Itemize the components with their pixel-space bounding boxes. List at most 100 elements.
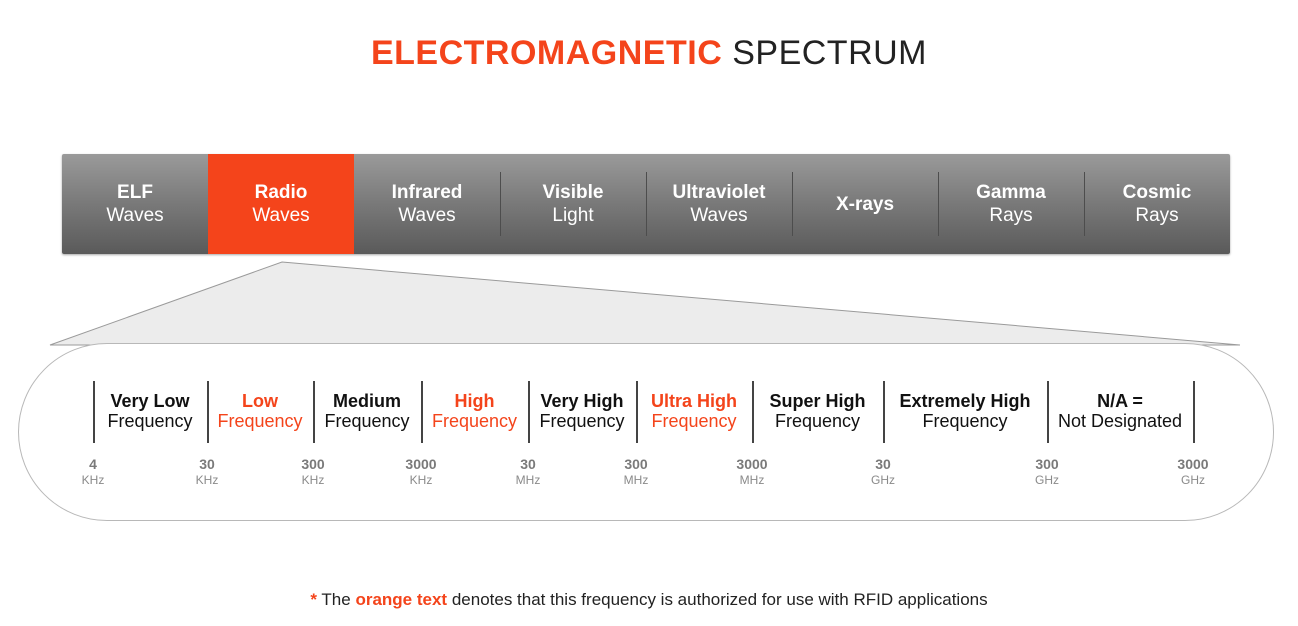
frequency-value: 30 GHz xyxy=(853,456,913,488)
spectrum-segment: ELF Waves xyxy=(62,154,208,254)
frequency-unit: MHz xyxy=(623,473,649,487)
segment-divider xyxy=(646,172,647,236)
frequency-value: 3000 KHz xyxy=(391,456,451,488)
scale-tick xyxy=(313,381,315,443)
band-subname: Frequency xyxy=(324,411,410,431)
segment-name: Visible xyxy=(542,182,604,203)
scale-tick xyxy=(1047,381,1049,443)
frequency-value: 3000 MHz xyxy=(722,456,782,488)
spectrum-segment: Ultraviolet Waves xyxy=(646,154,792,254)
spectrum-segment: X-rays xyxy=(792,154,938,254)
segment-divider xyxy=(1084,172,1085,236)
frequency-number: 3000 xyxy=(736,456,768,472)
scale-tick xyxy=(636,381,638,443)
frequency-value: 300 MHz xyxy=(606,456,666,488)
frequency-unit: MHz xyxy=(515,473,541,487)
segment-subname: Waves xyxy=(690,205,748,226)
band-name: Ultra High xyxy=(650,391,737,411)
scale-tick xyxy=(528,381,530,443)
band-subname: Not Designated xyxy=(1057,411,1183,431)
band-name: Very High xyxy=(540,391,624,411)
band-subname: Frequency xyxy=(922,411,1008,431)
band-name: Medium xyxy=(332,391,401,411)
segment-name: Ultraviolet xyxy=(672,182,766,203)
band-name: Very Low xyxy=(110,391,190,411)
frequency-unit: MHz xyxy=(739,473,765,487)
frequency-unit: KHz xyxy=(195,473,219,487)
band-subname: Frequency xyxy=(539,411,625,431)
frequency-value: 4 KHz xyxy=(63,456,123,488)
frequency-number: 4 xyxy=(89,456,97,472)
frequency-unit: KHz xyxy=(409,473,433,487)
spectrum-bar: ELF Waves Radio Waves Infrared Waves Visible Li… xyxy=(62,154,1230,254)
footnote: * The orange text denotes that this freq… xyxy=(0,590,1298,610)
footnote-before: The xyxy=(321,590,351,609)
frequency-band: Extremely High Frequency xyxy=(883,391,1047,431)
scale-tick xyxy=(207,381,209,443)
radio-detail-capsule xyxy=(18,343,1274,521)
frequency-number: 300 xyxy=(301,456,325,472)
spectrum-segment: Visible Light xyxy=(500,154,646,254)
segment-subname: Waves xyxy=(252,205,310,226)
frequency-value: 30 MHz xyxy=(498,456,558,488)
segment-divider xyxy=(792,172,793,236)
frequency-value: 3000 GHz xyxy=(1163,456,1223,488)
frequency-number: 300 xyxy=(624,456,648,472)
footnote-highlight: orange text xyxy=(355,590,448,609)
frequency-unit: KHz xyxy=(81,473,105,487)
segment-name: Infrared xyxy=(391,182,463,203)
segment-subname: Waves xyxy=(106,205,164,226)
frequency-unit: GHz xyxy=(1035,473,1059,487)
band-subname: Frequency xyxy=(651,411,737,431)
band-name: Extremely High xyxy=(899,391,1031,411)
frequency-number: 3000 xyxy=(1177,456,1209,472)
band-name: Super High xyxy=(769,391,866,411)
segment-name: Cosmic xyxy=(1122,182,1192,203)
segment-subname: Rays xyxy=(1135,205,1179,226)
band-subname: Frequency xyxy=(774,411,861,431)
segment-name: ELF xyxy=(117,182,153,203)
frequency-band: Super High Frequency xyxy=(752,391,883,431)
asterisk: * xyxy=(310,590,317,609)
frequency-number: 300 xyxy=(1035,456,1059,472)
band-subname: Frequency xyxy=(107,411,193,431)
frequency-value: 300 GHz xyxy=(1017,456,1077,488)
frequency-unit: GHz xyxy=(871,473,895,487)
band-name: Low xyxy=(242,391,278,411)
frequency-value: 300 KHz xyxy=(283,456,343,488)
frequency-number: 30 xyxy=(875,456,891,472)
frequency-unit: GHz xyxy=(1181,473,1205,487)
spectrum-segment: Infrared Waves xyxy=(354,154,500,254)
spectrum-segment: Radio Waves xyxy=(208,154,354,254)
scale-tick xyxy=(883,381,885,443)
scale-tick xyxy=(421,381,423,443)
frequency-number: 30 xyxy=(199,456,215,472)
scale-tick xyxy=(1193,381,1195,443)
segment-name: Radio xyxy=(254,182,308,203)
title-rest: SPECTRUM xyxy=(732,34,928,72)
frequency-value: 30 KHz xyxy=(177,456,237,488)
segment-subname: Waves xyxy=(398,205,456,226)
frequency-band: Low Frequency xyxy=(207,391,313,431)
page-title: ELECTROMAGNETIC SPECTRUM xyxy=(0,34,1298,73)
frequency-band: Very Low Frequency xyxy=(93,391,207,431)
spectrum-segment: Gamma Rays xyxy=(938,154,1084,254)
segment-name: Gamma xyxy=(976,182,1046,203)
footnote-after: denotes that this frequency is authorize… xyxy=(451,590,988,609)
segment-subname: Rays xyxy=(989,205,1033,226)
frequency-band: Very High Frequency xyxy=(528,391,636,431)
frequency-band: High Frequency xyxy=(421,391,528,431)
segment-subname: Light xyxy=(552,205,594,226)
frequency-unit: KHz xyxy=(301,473,325,487)
frequency-band: Ultra High Frequency xyxy=(636,391,752,431)
frequency-band: Medium Frequency xyxy=(313,391,421,431)
frequency-number: 30 xyxy=(520,456,536,472)
segment-divider xyxy=(500,172,501,236)
frequency-number: 3000 xyxy=(405,456,437,472)
title-bold: ELECTROMAGNETIC xyxy=(370,34,723,72)
band-name: N/A = xyxy=(1097,391,1143,411)
scale-tick xyxy=(93,381,95,443)
segment-name: X-rays xyxy=(835,193,895,215)
scale-tick xyxy=(752,381,754,443)
